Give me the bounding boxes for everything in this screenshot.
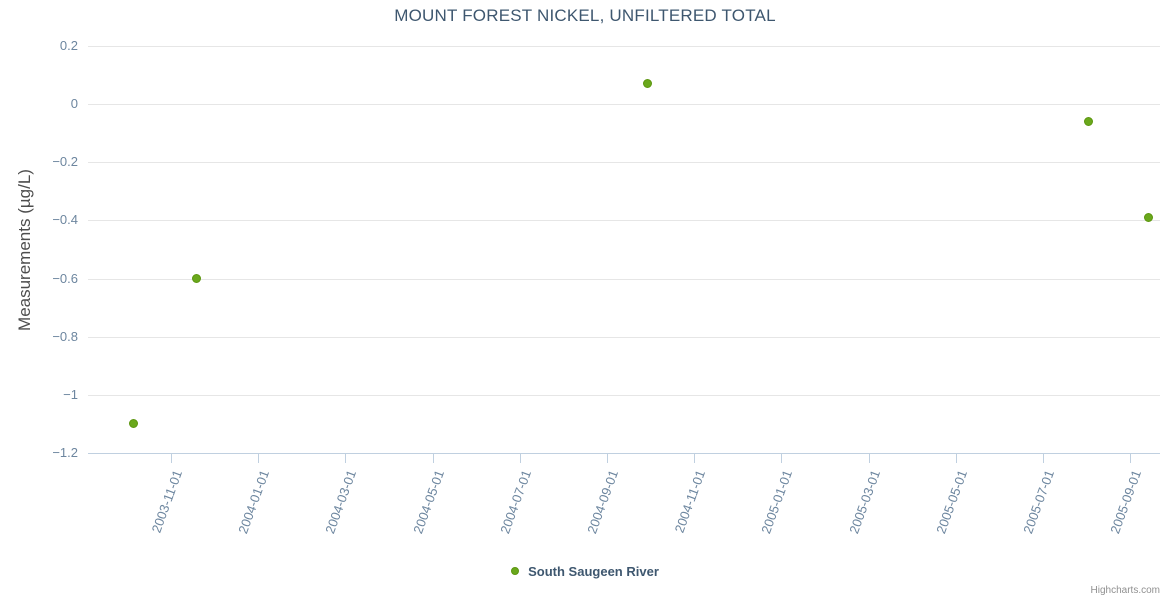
gridline: [88, 46, 1160, 47]
y-axis-tick-label: −0.8: [52, 328, 78, 344]
y-axis-tick-label: −0.6: [52, 270, 78, 286]
gridline: [88, 278, 1160, 280]
gridline: [88, 336, 1160, 338]
x-axis-tick: [781, 453, 783, 463]
plot-area: [88, 46, 1160, 454]
gridline: [88, 162, 1160, 164]
x-axis-tick: [1043, 453, 1044, 463]
gridline: [88, 220, 1160, 222]
data-point[interactable]: [129, 419, 139, 429]
x-axis-tick: [694, 453, 696, 463]
legend-marker-icon: [511, 566, 520, 575]
gridline: [88, 394, 1160, 396]
data-point[interactable]: [1144, 213, 1154, 223]
x-axis-tick: [345, 453, 347, 463]
y-axis-tick-label: −1: [63, 386, 78, 402]
data-point[interactable]: [1084, 117, 1094, 127]
gridline: [88, 104, 1160, 106]
x-axis-tick: [607, 453, 608, 463]
y-axis-labels: 0.2 0 −0.2 −0.4 −0.6 −0.8 −1 −1.2: [0, 38, 78, 460]
y-axis-tick-label: −0.4: [52, 212, 78, 228]
y-axis-tick-label: 0: [70, 96, 78, 112]
chart-legend[interactable]: South Saugeen River: [0, 563, 1170, 579]
x-axis-tick: [519, 453, 521, 463]
chart-title: MOUNT FOREST NICKEL, UNFILTERED TOTAL: [394, 6, 776, 25]
highcharts-credits[interactable]: Highcharts.com: [1090, 585, 1160, 596]
x-axis-tick: [432, 453, 434, 463]
y-axis-tick-label: 0.2: [59, 38, 78, 53]
data-point[interactable]: [192, 274, 202, 284]
x-axis-tick: [868, 453, 870, 463]
y-axis-tick-label: −1.2: [52, 445, 78, 460]
x-axis-tick: [955, 453, 957, 463]
data-point[interactable]: [643, 79, 653, 89]
legend-item-label: South Saugeen River: [528, 564, 659, 580]
x-axis-line: [88, 453, 1160, 454]
y-axis-tick-label: −0.2: [52, 154, 78, 170]
x-axis-tick: [1130, 453, 1132, 463]
x-axis-tick: [258, 453, 260, 463]
x-axis-tick: [171, 453, 172, 463]
